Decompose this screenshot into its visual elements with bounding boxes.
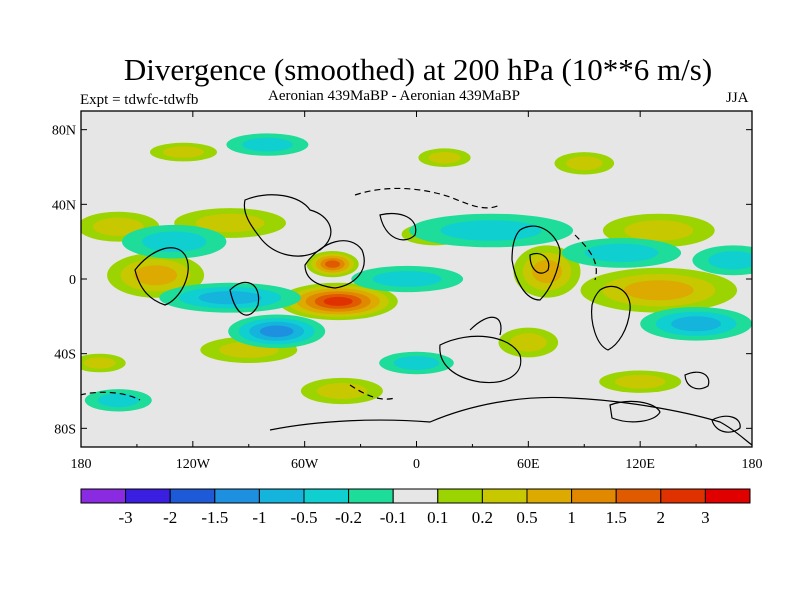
x-tick-label: 180 <box>71 457 92 472</box>
colorbar-swatch <box>169 488 216 504</box>
contour-fill <box>624 280 694 301</box>
colorbar-swatch <box>303 488 350 504</box>
colorbar-label: 1 <box>567 508 576 527</box>
contour-fill <box>393 356 440 370</box>
contour-fill <box>428 152 461 164</box>
colorbar-swatch <box>704 488 751 504</box>
contour-fill <box>565 156 603 171</box>
coastline <box>269 396 752 446</box>
contour-fill <box>83 357 116 369</box>
contour-fill <box>97 393 139 408</box>
contour-fill <box>198 291 262 305</box>
colorbar-swatch <box>258 488 305 504</box>
colorbar-swatch <box>392 488 439 504</box>
coastline-dashed <box>354 187 501 209</box>
colorbar-label: 1.5 <box>606 508 627 527</box>
chart-title: Divergence (smoothed) at 200 hPa (10**6 … <box>123 52 713 87</box>
contour-fill <box>671 316 721 332</box>
colorbar-label: 2 <box>657 508 666 527</box>
colorbar: -3 -2 -1.5 -1 -0.5 -0.2 -0.1 0.1 0.2 0.5 1 1.5 2 3 <box>80 488 751 527</box>
coastline <box>529 252 550 274</box>
colorbar-label: 0.5 <box>516 508 537 527</box>
coastline-dashed <box>81 391 141 401</box>
coastline <box>511 225 561 301</box>
contour-fill <box>615 374 666 389</box>
coastline <box>469 316 502 336</box>
contour-fill <box>93 217 144 236</box>
contour-fill <box>259 325 294 338</box>
contour-fill <box>316 383 368 399</box>
contour-fill-layer <box>81 133 752 412</box>
contour-fill <box>372 271 442 287</box>
colorbar-label: -0.2 <box>335 508 362 527</box>
contour-fill <box>440 220 542 241</box>
coastline-layer <box>81 187 752 446</box>
contour-fill <box>142 231 207 252</box>
contour-fill <box>624 220 694 241</box>
y-tick-label: 40N <box>52 198 76 213</box>
contour-fill <box>323 296 353 306</box>
x-tick-label: 60E <box>517 457 540 472</box>
colorbar-label: -2 <box>163 508 177 527</box>
coastline <box>379 213 417 241</box>
colorbar-label: 0.1 <box>427 508 448 527</box>
x-tick-label: 120W <box>176 457 211 472</box>
axis-layer: 180 120W 60W 0 60E 120E 180 80N 40N 0 40S 80S <box>52 111 763 472</box>
chart-subtitle: Aeronian 439MaBP - Aeronian 439MaBP <box>268 88 520 104</box>
coastline <box>243 194 332 257</box>
coastline <box>134 247 189 306</box>
colorbar-swatch <box>214 488 260 504</box>
colorbar-swatch <box>437 488 483 504</box>
contour-fill <box>242 137 293 152</box>
contour-fill <box>162 146 205 158</box>
colorbar-swatch <box>80 488 127 504</box>
coastline <box>684 371 710 390</box>
coastline <box>711 415 741 433</box>
colorbar-label: 3 <box>701 508 710 527</box>
contour-fill <box>708 251 752 270</box>
experiment-label: Expt = tdwfc-tdwfb <box>80 92 199 108</box>
coastline <box>439 335 522 384</box>
x-tick-label: 0 <box>413 457 420 472</box>
coastline <box>591 285 631 351</box>
x-tick-label: 120E <box>625 457 655 472</box>
coastline <box>304 240 365 289</box>
colorbar-swatch <box>481 488 528 504</box>
colorbar-label: -1.5 <box>201 508 228 527</box>
colorbar-label: -0.5 <box>291 508 318 527</box>
colorbar-swatch <box>125 488 171 504</box>
y-tick-label: 80S <box>54 422 76 437</box>
colorbar-label: -3 <box>119 508 133 527</box>
colorbar-swatch <box>571 488 617 504</box>
coastline-dashed <box>349 384 396 400</box>
contour-fill <box>325 260 341 268</box>
colorbar-swatch <box>615 488 662 504</box>
y-tick-label: 80N <box>52 124 76 139</box>
colorbar-label: -0.1 <box>380 508 407 527</box>
contour-fill <box>134 265 178 286</box>
colorbar-label: -1 <box>252 508 266 527</box>
contour-fill <box>584 243 659 263</box>
y-tick-label: 0 <box>69 273 76 288</box>
x-tick-label: 60W <box>291 457 319 472</box>
y-tick-label: 40S <box>54 348 76 363</box>
x-tick-label: 180 <box>742 457 763 472</box>
coastline-dashed <box>574 234 597 281</box>
colorbar-swatch <box>348 488 394 504</box>
coastline <box>609 400 661 423</box>
colorbar-label: 0.2 <box>472 508 493 527</box>
contour-fill <box>509 333 547 352</box>
season-label: JJA <box>726 90 749 106</box>
colorbar-swatch <box>526 488 573 504</box>
colorbar-swatch <box>660 488 706 504</box>
coastline <box>229 281 260 316</box>
